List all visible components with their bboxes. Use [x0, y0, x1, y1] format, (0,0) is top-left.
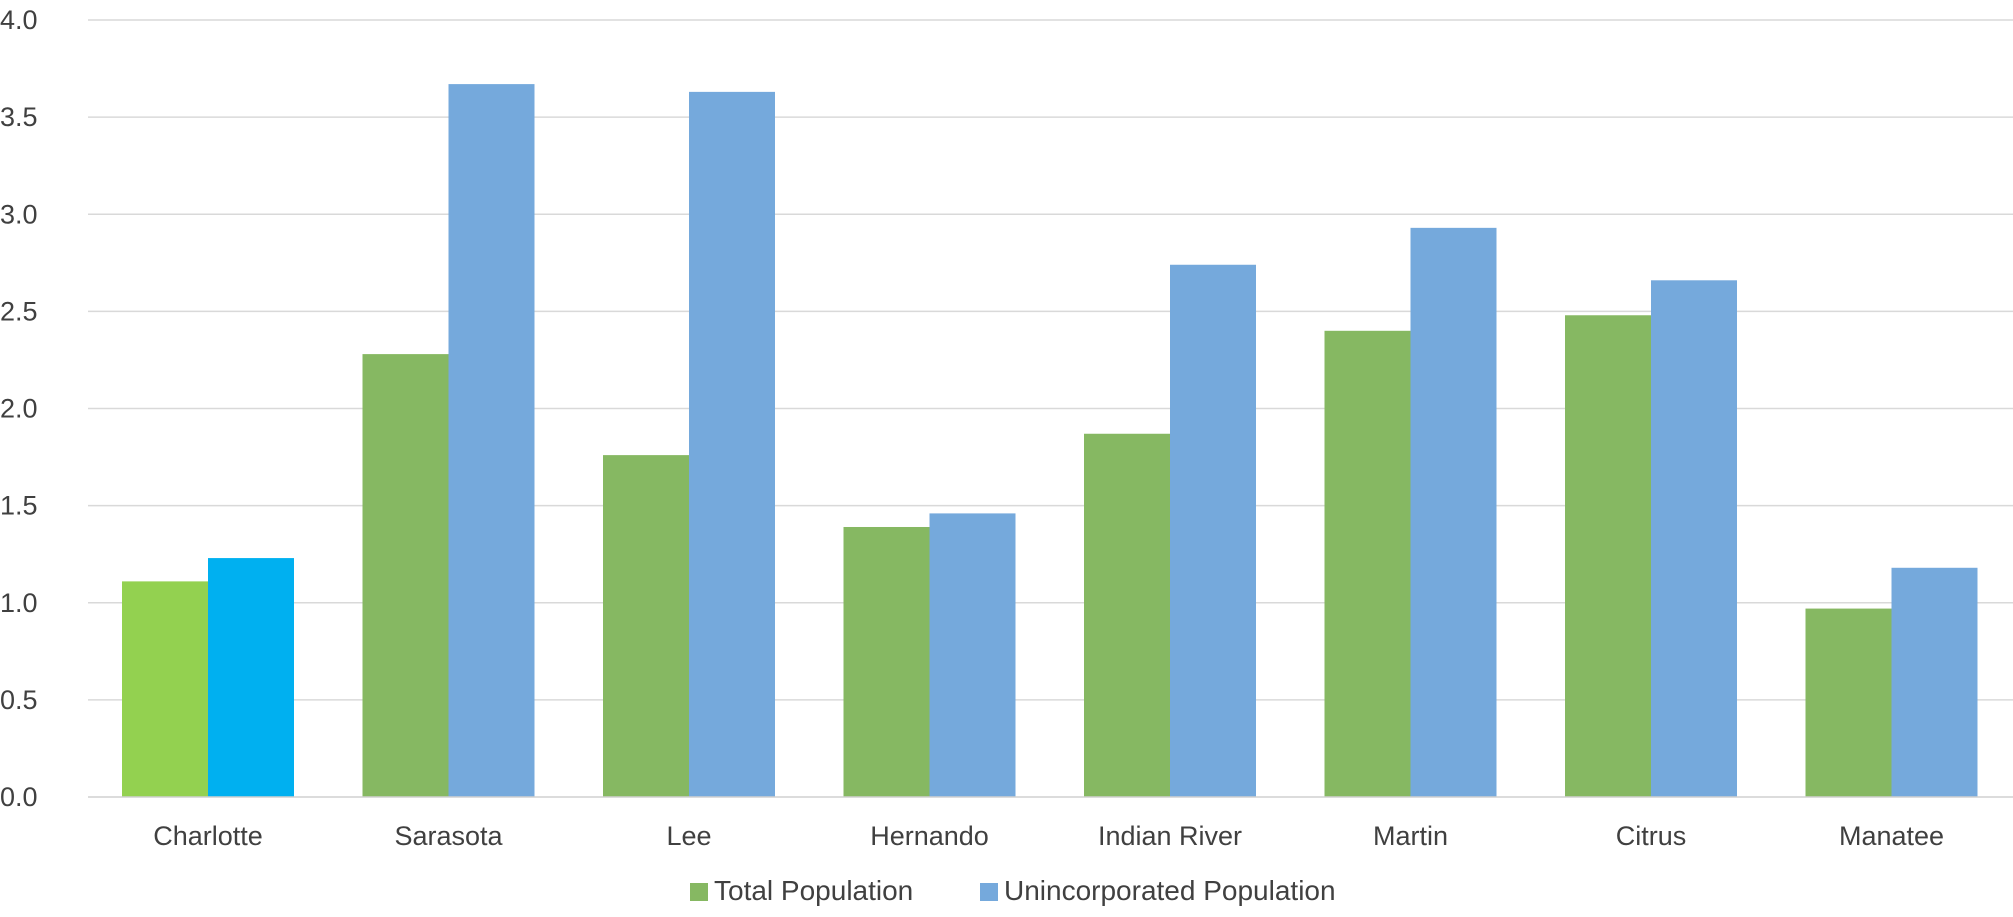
bar-total-population-charlotte: [122, 581, 208, 797]
bar-total-population-hernando: [843, 526, 930, 797]
legend-label-unincorporated-population: Unincorporated Population: [1004, 875, 1336, 906]
bar-unincorporated-population-charlotte: [208, 558, 294, 797]
x-tick-label: Lee: [666, 821, 711, 851]
x-tick-label: Citrus: [1616, 821, 1687, 851]
bar-unincorporated-population-hernando: [929, 513, 1016, 797]
bar-total-population-lee: [603, 455, 689, 797]
bar-unincorporated-population-martin: [1410, 227, 1497, 797]
legend: Total Population Unincorporated Populatio…: [690, 875, 1336, 906]
legend-swatch-total-population: [690, 883, 708, 901]
x-tick-label: Hernando: [870, 821, 989, 851]
legend-swatch-unincorporated-population: [980, 883, 998, 901]
bar-unincorporated-population-citrus: [1651, 280, 1737, 797]
y-tick-label: 2.5: [0, 296, 38, 326]
bar-total-population-citrus: [1565, 315, 1651, 797]
y-tick-label: 4.0: [0, 5, 38, 35]
y-tick-label: 2.0: [0, 394, 38, 424]
x-tick-label: Indian River: [1098, 821, 1242, 851]
y-axis-ticks: 0.0 0.5 1.0 1.5 2.0 2.5 3.0 3.5 4.0: [0, 5, 38, 812]
x-tick-label: Manatee: [1839, 821, 1944, 851]
bar-unincorporated-population-indian-river: [1170, 264, 1256, 797]
y-tick-label: 0.0: [0, 782, 38, 812]
y-tick-label: 1.5: [0, 491, 38, 521]
x-tick-label: Martin: [1373, 821, 1448, 851]
bar-total-population-indian-river: [1084, 433, 1170, 797]
legend-label-total-population: Total Population: [714, 875, 913, 906]
bar-total-population-manatee: [1805, 608, 1892, 797]
bar-total-population-sarasota: [362, 354, 449, 797]
bars: [122, 84, 1978, 798]
bar-unincorporated-population-sarasota: [448, 84, 535, 798]
x-axis-ticks: Charlotte Sarasota Lee Hernando Indian River…: [153, 821, 1944, 851]
bar-unincorporated-population-manatee: [1891, 567, 1978, 797]
y-tick-label: 0.5: [0, 685, 38, 715]
x-tick-label: Charlotte: [153, 821, 263, 851]
x-tick-label: Sarasota: [394, 821, 503, 851]
y-tick-label: 1.0: [0, 588, 38, 618]
y-tick-label: 3.0: [0, 199, 38, 229]
bar-total-population-martin: [1324, 330, 1411, 797]
y-tick-label: 3.5: [0, 102, 38, 132]
bar-unincorporated-population-lee: [689, 91, 775, 797]
